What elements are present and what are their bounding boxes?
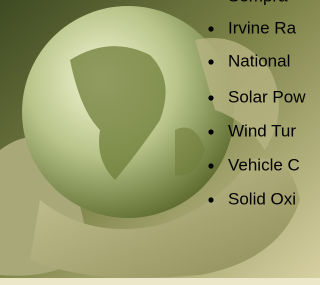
bullet-text: Irvine Ra bbox=[228, 18, 297, 37]
bullet-text: Sempra bbox=[228, 0, 288, 5]
bullet-text: Solar Pow bbox=[228, 87, 306, 106]
bullet-dot bbox=[208, 129, 213, 134]
bullet-dot bbox=[208, 163, 213, 168]
bullet-dot bbox=[208, 26, 213, 31]
bullet-dot bbox=[208, 95, 213, 100]
bullet-dot bbox=[208, 197, 213, 202]
slide: Sempra Irvine Ra National Solar Pow Wind Tur… bbox=[0, 0, 320, 285]
bullet-dot bbox=[208, 59, 213, 64]
bullet-text: Wind Tur bbox=[228, 121, 296, 140]
bottom-strip bbox=[0, 278, 320, 285]
bullet-text: National bbox=[228, 51, 290, 70]
bullet-text: Solid Oxi bbox=[228, 189, 296, 208]
bullet-text: Vehicle C bbox=[228, 155, 300, 174]
